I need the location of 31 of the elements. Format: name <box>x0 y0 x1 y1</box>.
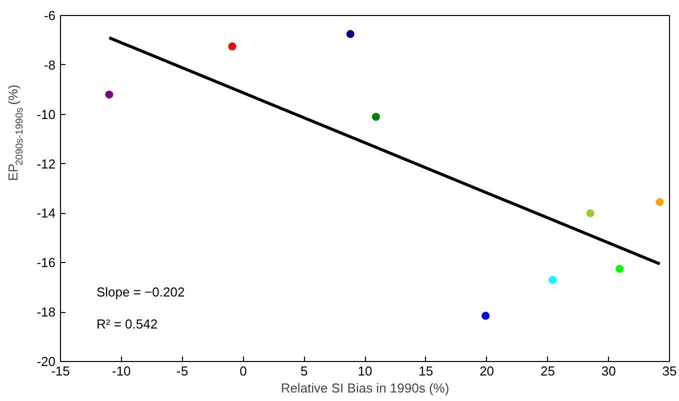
x-tick-label: 30 <box>601 364 616 378</box>
y-tick-label: -12 <box>36 156 56 172</box>
x-axis-title: Relative SI Bias in 1990s (%) <box>280 380 450 396</box>
point <box>346 30 354 38</box>
x-tick-label: 35 <box>662 364 677 378</box>
x-tick-label: 25 <box>540 364 555 378</box>
x-tick-label: -10 <box>112 364 131 378</box>
y-tick-label: -14 <box>36 206 56 221</box>
annotation: R² = 0.542 <box>96 316 158 332</box>
y-tick-label: -20 <box>36 354 56 369</box>
annotation: Slope = −0.202 <box>96 284 185 300</box>
point <box>656 198 664 206</box>
point <box>482 312 490 320</box>
x-tick-label: 0 <box>240 364 247 378</box>
point <box>586 209 594 218</box>
x-tick-label: 15 <box>418 364 434 378</box>
point <box>548 276 557 284</box>
point <box>105 90 114 99</box>
y-tick-label: -16 <box>36 255 56 270</box>
point <box>616 264 624 273</box>
point <box>228 42 236 50</box>
y-tick-label: -6 <box>44 8 56 23</box>
point <box>372 112 380 121</box>
x-tick-label: -5 <box>176 364 188 378</box>
x-tick-label: 20 <box>480 364 494 378</box>
x-tick-label: 10 <box>358 364 372 378</box>
y-tick-label: -10 <box>36 106 56 122</box>
y-tick-label: -18 <box>36 304 56 320</box>
y-axis-title: EP2090s-1990s(%) <box>6 84 26 182</box>
y-tick-label: -8 <box>44 57 56 72</box>
x-tick-label: 5 <box>300 364 308 378</box>
